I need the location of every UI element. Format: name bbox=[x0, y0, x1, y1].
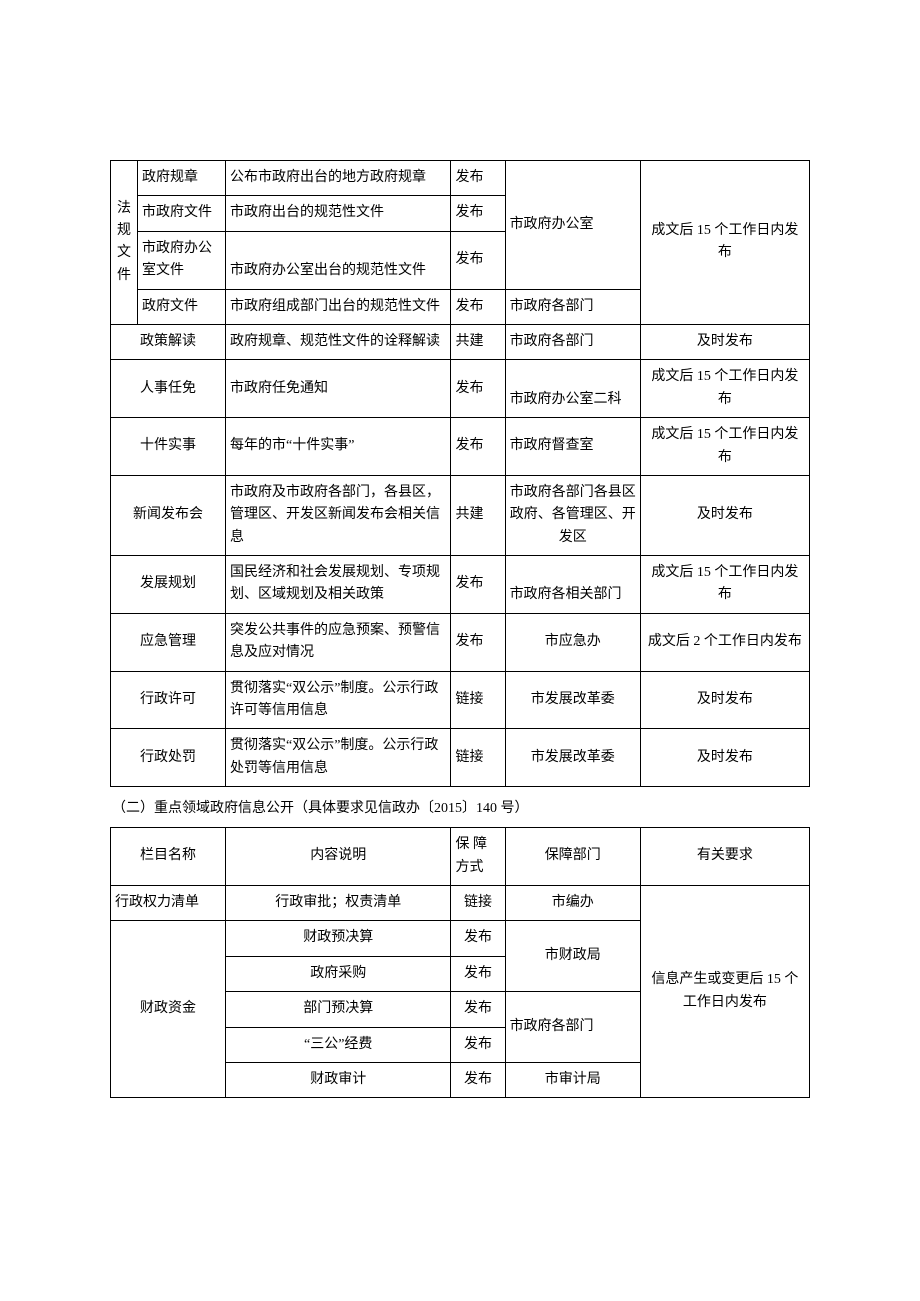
cell-cat12: 十件实事 bbox=[111, 418, 226, 476]
header-col-mode: 保 障 方式 bbox=[451, 828, 505, 886]
cell-dept: 市政府办公室 bbox=[505, 161, 640, 290]
cell-mode: 发布 bbox=[451, 556, 505, 614]
table-row: 人事任免 市政府任免通知 发布 市政府办公室二科 成文后 15 个工作日内发布 bbox=[111, 360, 810, 418]
cell-desc: 部门预决算 bbox=[225, 992, 450, 1027]
table-row: 法规文件 政府规章 公布市政府出台的地方政府规章 发布 市政府办公室 成文后 1… bbox=[111, 161, 810, 196]
cell-cat12: 政策解读 bbox=[111, 324, 226, 359]
cell-dept: 市编办 bbox=[505, 885, 640, 920]
cell-mode: 发布 bbox=[451, 1062, 505, 1097]
table-row: 政策解读 政府规章、规范性文件的诠释解读 共建 市政府各部门 及时发布 bbox=[111, 324, 810, 359]
cell-dept: 市应急办 bbox=[505, 613, 640, 671]
header-col-name: 栏目名称 bbox=[111, 828, 226, 886]
cell-dept: 市财政局 bbox=[505, 921, 640, 992]
cell-cat12: 行政处罚 bbox=[111, 729, 226, 787]
cell-mode: 发布 bbox=[451, 289, 505, 324]
cell-dept: 市政府各部门 bbox=[505, 289, 640, 324]
cell-desc: 市政府出台的规范性文件 bbox=[225, 196, 450, 231]
table-row: 应急管理 突发公共事件的应急预案、预警信息及应对情况 发布 市应急办 成文后 2… bbox=[111, 613, 810, 671]
cell-cat12: 发展规划 bbox=[111, 556, 226, 614]
cell-mode: 链接 bbox=[451, 729, 505, 787]
cell-req: 成文后 15 个工作日内发布 bbox=[640, 418, 809, 476]
cell-dept: 市政府各部门各县区政府、各管理区、开发区 bbox=[505, 475, 640, 555]
cell-mode: 发布 bbox=[451, 921, 505, 956]
cell-req: 及时发布 bbox=[640, 324, 809, 359]
cell-desc: 市政府办公室出台的规范性文件 bbox=[225, 231, 450, 289]
header-col-req: 有关要求 bbox=[640, 828, 809, 886]
cell-cat12: 行政许可 bbox=[111, 671, 226, 729]
section-2-title: （二）重点领域政府信息公开（具体要求见信政办〔2015〕140 号） bbox=[110, 787, 810, 827]
cell-mode: 发布 bbox=[451, 161, 505, 196]
table-row: 发展规划 国民经济和社会发展规划、专项规划、区域规划及相关政策 发布 市政府各相… bbox=[111, 556, 810, 614]
cell-dept: 市发展改革委 bbox=[505, 729, 640, 787]
cell-desc: 贯彻落实“双公示”制度。公示行政处罚等信用信息 bbox=[225, 729, 450, 787]
cell-cat12: 新闻发布会 bbox=[111, 475, 226, 555]
cell-desc: 公布市政府出台的地方政府规章 bbox=[225, 161, 450, 196]
cell-cat12: 应急管理 bbox=[111, 613, 226, 671]
cell-desc: 突发公共事件的应急预案、预警信息及应对情况 bbox=[225, 613, 450, 671]
table-row: 行政权力清单 行政审批；权责清单 链接 市编办 信息产生或变更后 15 个工作日… bbox=[111, 885, 810, 920]
cell-dept: 市政府督查室 bbox=[505, 418, 640, 476]
cell-req: 及时发布 bbox=[640, 729, 809, 787]
cell-dept: 市政府各部门 bbox=[505, 324, 640, 359]
cell-desc: 每年的市“十件实事” bbox=[225, 418, 450, 476]
table-section-2: 栏目名称 内容说明 保 障 方式 保障部门 有关要求 行政权力清单 行政审批；权… bbox=[110, 827, 810, 1098]
cell-cat1: 法规文件 bbox=[111, 161, 138, 325]
cell-desc: 贯彻落实“双公示”制度。公示行政许可等信用信息 bbox=[225, 671, 450, 729]
cell-req: 及时发布 bbox=[640, 671, 809, 729]
cell-desc: 国民经济和社会发展规划、专项规划、区域规划及相关政策 bbox=[225, 556, 450, 614]
cell-desc: 财政预决算 bbox=[225, 921, 450, 956]
cell-dept: 市政府办公室二科 bbox=[505, 360, 640, 418]
cell-mode: 发布 bbox=[451, 231, 505, 289]
cell-cat2: 市政府办公室文件 bbox=[138, 231, 226, 289]
cell-desc: “三公”经费 bbox=[225, 1027, 450, 1062]
cell-req: 信息产生或变更后 15 个工作日内发布 bbox=[640, 885, 809, 1097]
cell-desc: 行政审批；权责清单 bbox=[225, 885, 450, 920]
cell-mode: 发布 bbox=[451, 418, 505, 476]
cell-mode: 发布 bbox=[451, 196, 505, 231]
table-row: 行政许可 贯彻落实“双公示”制度。公示行政许可等信用信息 链接 市发展改革委 及… bbox=[111, 671, 810, 729]
cell-desc: 市政府任免通知 bbox=[225, 360, 450, 418]
cell-cat12: 行政权力清单 bbox=[111, 885, 226, 920]
cell-req: 成文后 15 个工作日内发布 bbox=[640, 556, 809, 614]
cell-desc: 市政府组成部门出台的规范性文件 bbox=[225, 289, 450, 324]
header-col-dept: 保障部门 bbox=[505, 828, 640, 886]
cell-mode: 共建 bbox=[451, 324, 505, 359]
table-row: 行政处罚 贯彻落实“双公示”制度。公示行政处罚等信用信息 链接 市发展改革委 及… bbox=[111, 729, 810, 787]
cell-mode: 链接 bbox=[451, 885, 505, 920]
cell-cat2: 政府文件 bbox=[138, 289, 226, 324]
table-row: 十件实事 每年的市“十件实事” 发布 市政府督查室 成文后 15 个工作日内发布 bbox=[111, 418, 810, 476]
header-col-desc: 内容说明 bbox=[225, 828, 450, 886]
cell-mode: 发布 bbox=[451, 1027, 505, 1062]
cell-dept: 市发展改革委 bbox=[505, 671, 640, 729]
cell-dept: 市审计局 bbox=[505, 1062, 640, 1097]
cell-req: 及时发布 bbox=[640, 475, 809, 555]
cell-req: 成文后 15 个工作日内发布 bbox=[640, 161, 809, 325]
table-section-1: 法规文件 政府规章 公布市政府出台的地方政府规章 发布 市政府办公室 成文后 1… bbox=[110, 160, 810, 787]
table-header-row: 栏目名称 内容说明 保 障 方式 保障部门 有关要求 bbox=[111, 828, 810, 886]
cell-desc: 市政府及市政府各部门，各县区，管理区、开发区新闻发布会相关信息 bbox=[225, 475, 450, 555]
cell-cat2: 政府规章 bbox=[138, 161, 226, 196]
cell-mode: 发布 bbox=[451, 613, 505, 671]
cell-req: 成文后 2 个工作日内发布 bbox=[640, 613, 809, 671]
cell-mode: 发布 bbox=[451, 992, 505, 1027]
cell-desc: 政府采购 bbox=[225, 956, 450, 991]
cell-mode: 链接 bbox=[451, 671, 505, 729]
cell-desc: 政府规章、规范性文件的诠释解读 bbox=[225, 324, 450, 359]
cell-dept: 市政府各相关部门 bbox=[505, 556, 640, 614]
cell-mode: 发布 bbox=[451, 360, 505, 418]
cell-cat12: 人事任免 bbox=[111, 360, 226, 418]
cell-req: 成文后 15 个工作日内发布 bbox=[640, 360, 809, 418]
table-row: 新闻发布会 市政府及市政府各部门，各县区，管理区、开发区新闻发布会相关信息 共建… bbox=[111, 475, 810, 555]
cell-mode: 共建 bbox=[451, 475, 505, 555]
cell-cat2: 市政府文件 bbox=[138, 196, 226, 231]
document-page: 法规文件 政府规章 公布市政府出台的地方政府规章 发布 市政府办公室 成文后 1… bbox=[0, 0, 920, 1198]
cell-dept: 市政府各部门 bbox=[505, 992, 640, 1063]
cell-desc: 财政审计 bbox=[225, 1062, 450, 1097]
cell-cat12: 财政资金 bbox=[111, 921, 226, 1098]
cell-mode: 发布 bbox=[451, 956, 505, 991]
